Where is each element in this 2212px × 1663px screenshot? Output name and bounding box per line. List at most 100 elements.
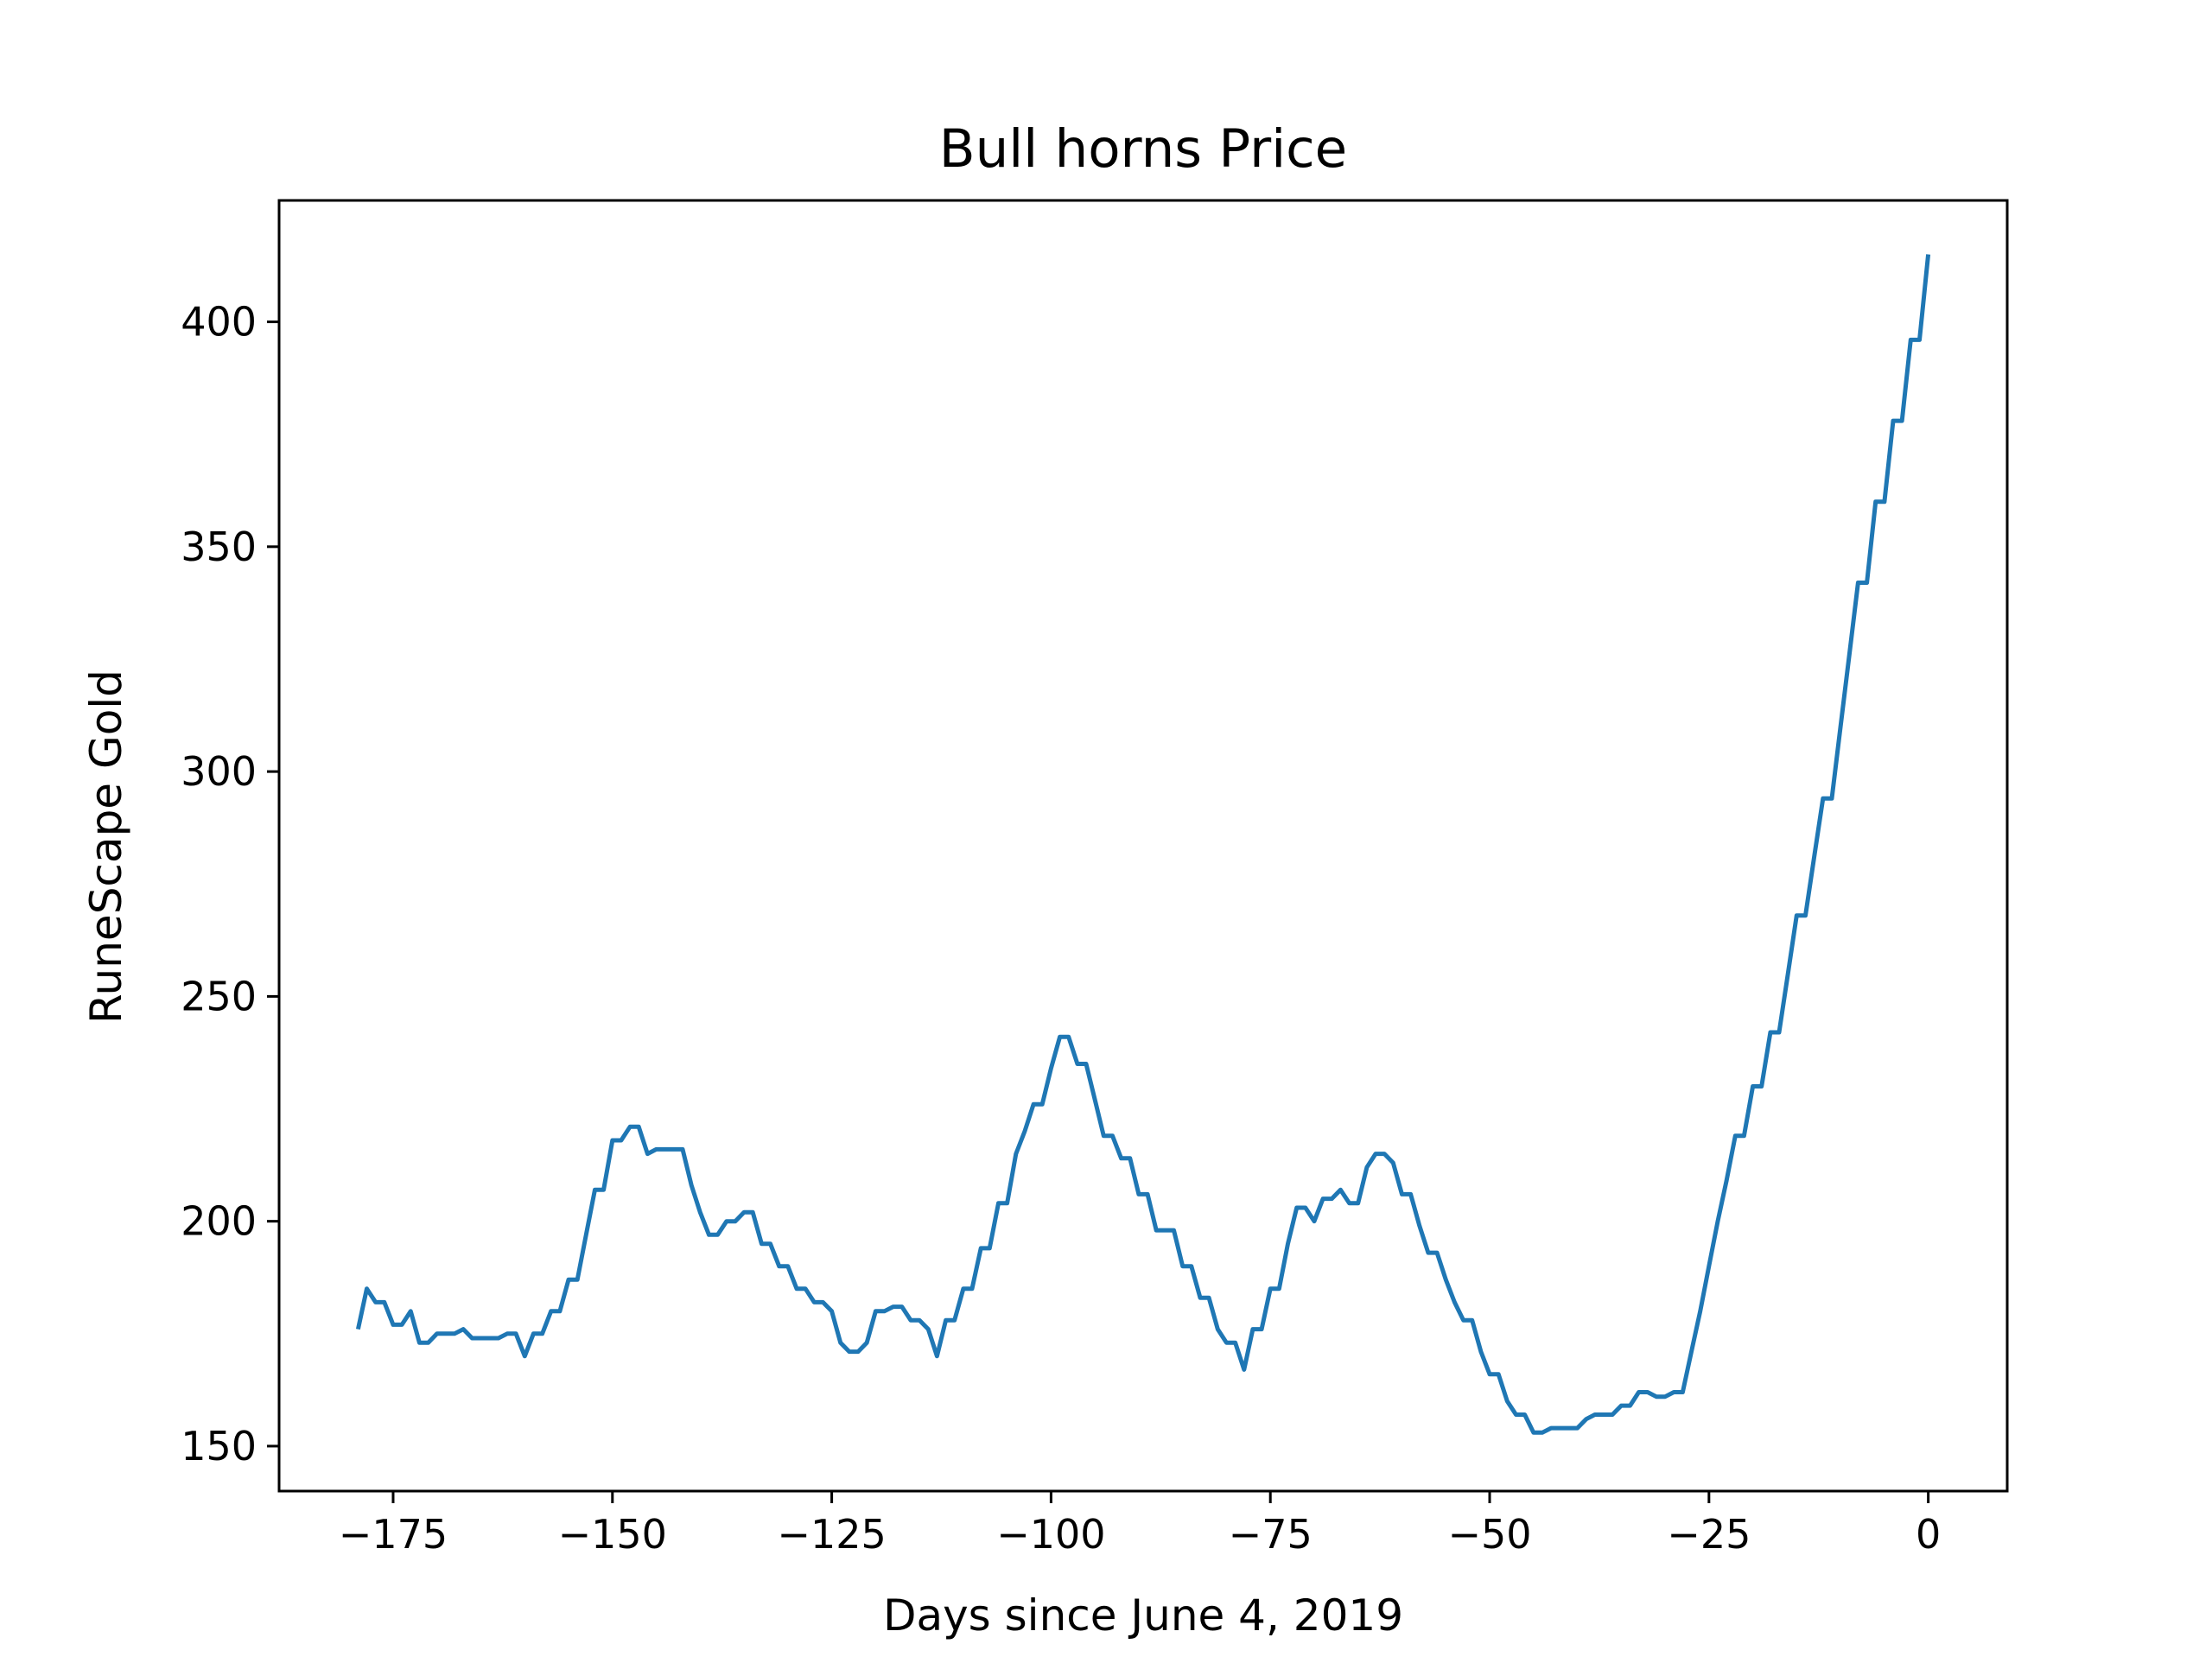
- data-point: [814, 1302, 815, 1303]
- data-point: [1533, 1432, 1534, 1433]
- data-point: [620, 1140, 621, 1141]
- data-point: [981, 1247, 982, 1248]
- data-point: [805, 1288, 806, 1289]
- data-point: [1059, 1037, 1060, 1038]
- data-point: [1480, 1351, 1481, 1352]
- data-point: [1858, 582, 1859, 583]
- data-point: [1279, 1288, 1280, 1289]
- y-tick-label: 200: [181, 1198, 257, 1245]
- data-point: [1568, 1428, 1569, 1429]
- data-point: [989, 1247, 990, 1248]
- x-tick-label: −25: [1667, 1511, 1751, 1558]
- data-point: [647, 1153, 648, 1154]
- data-point: [533, 1333, 534, 1334]
- x-tick-label: −175: [339, 1511, 448, 1558]
- data-point: [1674, 1392, 1675, 1393]
- data-point: [972, 1288, 973, 1289]
- data-point: [770, 1243, 771, 1244]
- y-tick-label: 350: [181, 524, 257, 570]
- plot-area-frame: [277, 199, 2009, 1493]
- data-point: [358, 1329, 359, 1330]
- data-point: [928, 1329, 929, 1330]
- data-point: [734, 1221, 735, 1222]
- data-point: [375, 1302, 376, 1303]
- data-point: [1419, 1225, 1420, 1226]
- data-point: [542, 1333, 543, 1334]
- data-point: [1366, 1167, 1367, 1168]
- data-point: [937, 1355, 938, 1356]
- data-point: [1691, 1351, 1692, 1352]
- y-axis-label: RuneScape Gold: [81, 670, 131, 1024]
- data-point: [1796, 915, 1797, 916]
- data-point: [1744, 1135, 1745, 1136]
- data-point: [1112, 1135, 1113, 1136]
- x-axis-label: Days since June 4, 2019: [883, 1590, 1403, 1641]
- data-point: [1086, 1063, 1087, 1064]
- data-point: [1463, 1320, 1464, 1321]
- data-point: [1604, 1414, 1605, 1415]
- data-point: [1015, 1153, 1016, 1154]
- data-point: [1682, 1392, 1683, 1393]
- data-point: [436, 1333, 437, 1334]
- data-point: [1042, 1104, 1043, 1105]
- data-point: [524, 1355, 525, 1356]
- y-tick-label: 300: [181, 748, 257, 795]
- data-point: [901, 1306, 902, 1307]
- data-point: [1541, 1432, 1542, 1433]
- axis-ticks: −175 −150 −125 −100 −75 −50 −25 0 150 200 250 300 35…: [181, 299, 1941, 1558]
- data-point: [1524, 1414, 1525, 1415]
- data-point: [1805, 915, 1806, 916]
- data-point: [445, 1333, 446, 1334]
- data-point: [1270, 1288, 1271, 1289]
- data-point: [463, 1329, 464, 1330]
- data-point: [1647, 1392, 1648, 1393]
- data-point: [1156, 1230, 1157, 1231]
- data-point: [726, 1221, 727, 1222]
- data-point: [840, 1342, 841, 1343]
- data-point: [1577, 1428, 1578, 1429]
- x-tick-label: −125: [777, 1511, 886, 1558]
- data-point: [1761, 1086, 1762, 1087]
- data-point: [673, 1149, 674, 1150]
- data-point: [954, 1320, 955, 1321]
- data-point: [480, 1338, 481, 1339]
- data-point: [700, 1212, 701, 1213]
- data-point: [1638, 1392, 1639, 1393]
- data-point: [472, 1338, 473, 1339]
- x-tick-label: −150: [558, 1511, 667, 1558]
- data-point: [1323, 1198, 1324, 1199]
- data-point: [1884, 501, 1885, 502]
- data-point: [1393, 1163, 1394, 1164]
- data-point: [1893, 421, 1894, 422]
- y-tick-label: 150: [181, 1423, 257, 1469]
- data-point: [911, 1320, 912, 1321]
- data-point: [664, 1149, 665, 1150]
- data-point: [1507, 1400, 1508, 1401]
- data-point: [1068, 1037, 1069, 1038]
- data-point: [1243, 1369, 1244, 1370]
- data-point: [516, 1333, 517, 1334]
- data-point: [507, 1333, 508, 1334]
- data-point: [858, 1351, 859, 1352]
- x-tick-label: −50: [1447, 1511, 1531, 1558]
- data-point: [1103, 1135, 1104, 1136]
- series-layer: [355, 254, 1931, 1435]
- data-point: [945, 1320, 946, 1321]
- data-point: [1138, 1194, 1139, 1195]
- data-point: [1024, 1131, 1025, 1132]
- data-point: [1902, 421, 1903, 422]
- data-point: [867, 1342, 868, 1343]
- data-point: [1410, 1194, 1411, 1195]
- data-point: [1832, 798, 1833, 799]
- data-point: [1928, 254, 1929, 255]
- data-point: [612, 1140, 613, 1141]
- data-point: [919, 1320, 920, 1321]
- data-point: [691, 1185, 692, 1186]
- data-point: [1814, 857, 1815, 858]
- data-point: [1875, 501, 1876, 502]
- data-point: [1718, 1221, 1719, 1222]
- data-point: [1296, 1208, 1297, 1209]
